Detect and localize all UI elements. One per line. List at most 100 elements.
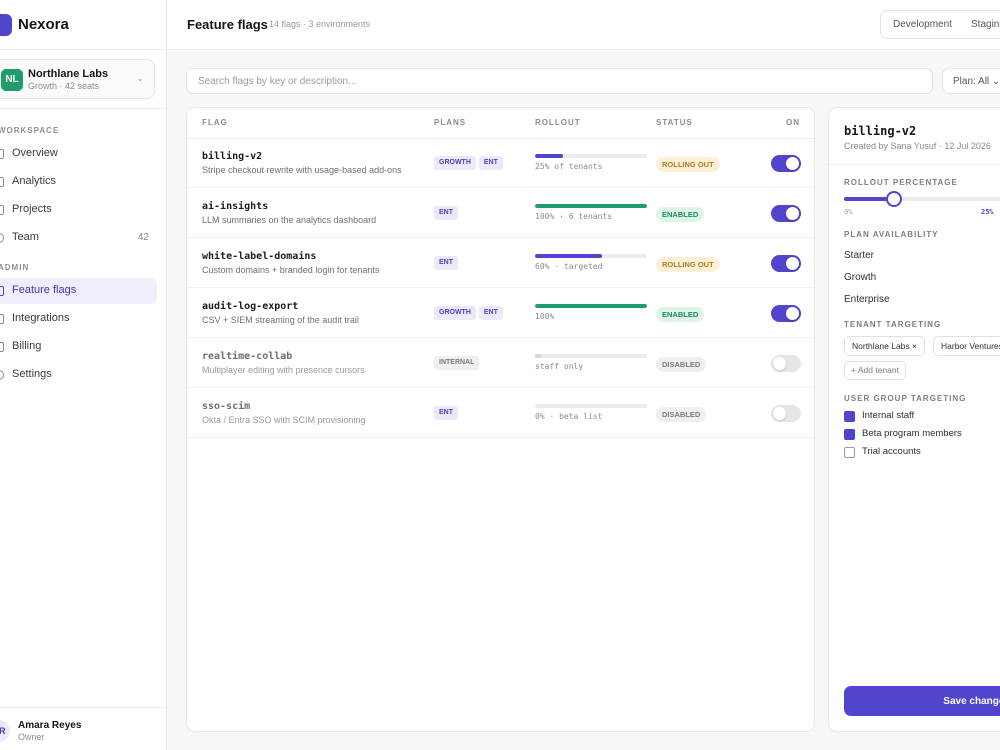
page-subtitle: 14 flags · 3 environments bbox=[269, 19, 371, 29]
plan-option-enterprise[interactable]: Enterprise bbox=[844, 294, 890, 305]
rollout-bar-fill bbox=[535, 354, 541, 358]
sidebar-item-feature-flags[interactable]: Feature flags bbox=[0, 278, 157, 304]
plan-pill: GROWTH bbox=[434, 306, 476, 320]
brand: Nexora bbox=[0, 0, 167, 50]
user-profile[interactable]: AR Amara Reyes Owner bbox=[0, 707, 167, 750]
org-name: Northlane Labs bbox=[28, 68, 109, 80]
tenant-chip[interactable]: Harbor Ventures bbox=[933, 336, 1000, 356]
status-badge: ENABLED bbox=[656, 207, 705, 222]
plan-option-growth[interactable]: Growth bbox=[844, 272, 877, 283]
plan-pills: GROWTH ENT bbox=[434, 156, 506, 170]
plan-pill: GROWTH bbox=[434, 156, 476, 170]
table-row[interactable]: sso-scim Okta / Entra SSO with SCIM provi… bbox=[187, 388, 814, 438]
chart-icon bbox=[0, 177, 4, 187]
detail-flag-key: billing-v2 bbox=[844, 124, 917, 138]
add-tenant-button[interactable]: + Add tenant bbox=[844, 361, 906, 380]
toggle-knob bbox=[786, 157, 799, 170]
rollout-value: 25% bbox=[981, 208, 994, 216]
chevron-down-icon: ⌄ bbox=[136, 73, 144, 83]
search-input[interactable] bbox=[186, 68, 933, 94]
flag-toggle[interactable] bbox=[771, 155, 801, 172]
sidebar-item-label: Feature flags bbox=[12, 284, 77, 296]
tenant-chip[interactable]: Northlane Labs × bbox=[844, 336, 925, 356]
flag-key[interactable]: realtime-collab bbox=[202, 351, 293, 362]
team-count: 42 bbox=[137, 232, 149, 243]
column-header-rollout: ROLLOUT bbox=[535, 118, 581, 127]
sidebar-item-label: Projects bbox=[12, 203, 52, 215]
rollout-bar bbox=[535, 154, 647, 158]
sidebar-item-integrations[interactable]: Integrations bbox=[0, 306, 157, 332]
sidebar: Nexora NL Northlane Labs Growth · 42 sea… bbox=[0, 0, 167, 750]
table-row[interactable]: white-label-domains Custom domains + bran… bbox=[187, 238, 814, 288]
table-row[interactable]: realtime-collab Multiplayer editing with … bbox=[187, 338, 814, 388]
plan-option-starter[interactable]: Starter bbox=[844, 250, 875, 261]
status-badge: ENABLED bbox=[656, 307, 705, 322]
column-header-status: STATUS bbox=[656, 118, 693, 127]
toggle-knob bbox=[786, 257, 799, 270]
org-switcher[interactable]: NL Northlane Labs Growth · 42 seats ⌄ bbox=[0, 59, 155, 99]
org-avatar: NL bbox=[1, 69, 23, 91]
sidebar-item-label: Overview bbox=[12, 147, 58, 159]
flag-key[interactable]: audit-log-export bbox=[202, 301, 299, 312]
plan-pill: ENT bbox=[434, 256, 458, 270]
detail-meta: Created by Sana Yusuf · 12 Jul 2026 bbox=[844, 141, 991, 151]
rollout-bar-fill bbox=[535, 254, 603, 258]
rollout-text: 100% · 6 tenants bbox=[535, 212, 613, 221]
flag-toggle[interactable] bbox=[771, 255, 801, 272]
plan-pill: ENT bbox=[478, 306, 503, 320]
table-row[interactable]: ai-insights LLM summaries on the analytic… bbox=[187, 188, 814, 238]
sidebar-item-projects[interactable]: Projects bbox=[0, 197, 157, 223]
rollout-text: 0% · beta list bbox=[535, 412, 603, 421]
sidebar-item-overview[interactable]: Overview bbox=[0, 141, 157, 167]
plan-filter-label: Plan: All ⌄ bbox=[953, 76, 1000, 87]
rollout-slider[interactable] bbox=[844, 191, 1000, 207]
flag-description: LLM summaries on the analytics dashboard bbox=[202, 215, 377, 225]
flag-description: Okta / Entra SSO with SCIM provisioning bbox=[202, 415, 366, 425]
divider bbox=[829, 164, 1000, 165]
table-row[interactable]: billing-v2 Stripe checkout rewrite with u… bbox=[187, 138, 814, 188]
avatar: AR bbox=[0, 720, 10, 742]
rollout-bar bbox=[535, 354, 647, 358]
rollout-section-label: ROLLOUT PERCENTAGE bbox=[844, 178, 958, 187]
folder-icon bbox=[0, 205, 4, 215]
sidebar-item-team[interactable]: Team 42 bbox=[0, 225, 157, 251]
status-badge: DISABLED bbox=[656, 357, 707, 372]
toggle-knob bbox=[786, 207, 799, 220]
flag-description: CSV + SIEM streaming of the audit trail bbox=[202, 315, 359, 325]
sidebar-item-analytics[interactable]: Analytics bbox=[0, 169, 157, 195]
sidebar-item-settings[interactable]: Settings bbox=[0, 362, 157, 388]
flag-key[interactable]: ai-insights bbox=[202, 201, 269, 212]
plan-filter[interactable]: Plan: All ⌄ bbox=[942, 68, 1000, 94]
save-button[interactable]: Save changes bbox=[844, 686, 1000, 716]
env-tab-staging[interactable]: Staging bbox=[971, 19, 1000, 30]
flag-key[interactable]: white-label-domains bbox=[202, 251, 317, 262]
rollout-bar-fill bbox=[535, 154, 563, 158]
plan-pills: INTERNAL bbox=[434, 356, 482, 370]
flag-toggle[interactable] bbox=[771, 205, 801, 222]
flag-toggle[interactable] bbox=[771, 355, 801, 372]
rollout-bar-fill bbox=[535, 204, 647, 208]
group-checkbox[interactable] bbox=[844, 411, 855, 422]
rollout-slider-thumb[interactable] bbox=[886, 191, 902, 207]
sidebar-item-label: Billing bbox=[12, 340, 42, 352]
divider bbox=[0, 108, 167, 109]
group-checkbox[interactable] bbox=[844, 447, 855, 458]
flag-toggle[interactable] bbox=[771, 305, 801, 322]
flag-detail-panel: billing-v2 Created by Sana Yusuf · 12 Ju… bbox=[828, 107, 1000, 732]
flag-key[interactable]: billing-v2 bbox=[202, 151, 263, 162]
env-tab-development[interactable]: Development bbox=[893, 19, 952, 30]
rollout-bar bbox=[535, 254, 647, 258]
rollout-text: staff only bbox=[535, 362, 584, 371]
user-role: Owner bbox=[18, 732, 45, 742]
plan-pills: ENT bbox=[434, 406, 461, 420]
group-section-label: USER GROUP TARGETING bbox=[844, 394, 967, 403]
header: Feature flags 14 flags · 3 environments … bbox=[167, 0, 1000, 50]
plan-pills: ENT bbox=[434, 206, 461, 220]
column-header-plans: PLANS bbox=[434, 118, 467, 127]
table-row[interactable]: audit-log-export CSV + SIEM streaming of … bbox=[187, 288, 814, 338]
group-checkbox[interactable] bbox=[844, 429, 855, 440]
flag-toggle[interactable] bbox=[771, 405, 801, 422]
status-badge: ROLLING OUT bbox=[656, 157, 720, 172]
flag-key[interactable]: sso-scim bbox=[202, 401, 251, 412]
sidebar-item-billing[interactable]: Billing bbox=[0, 334, 157, 360]
